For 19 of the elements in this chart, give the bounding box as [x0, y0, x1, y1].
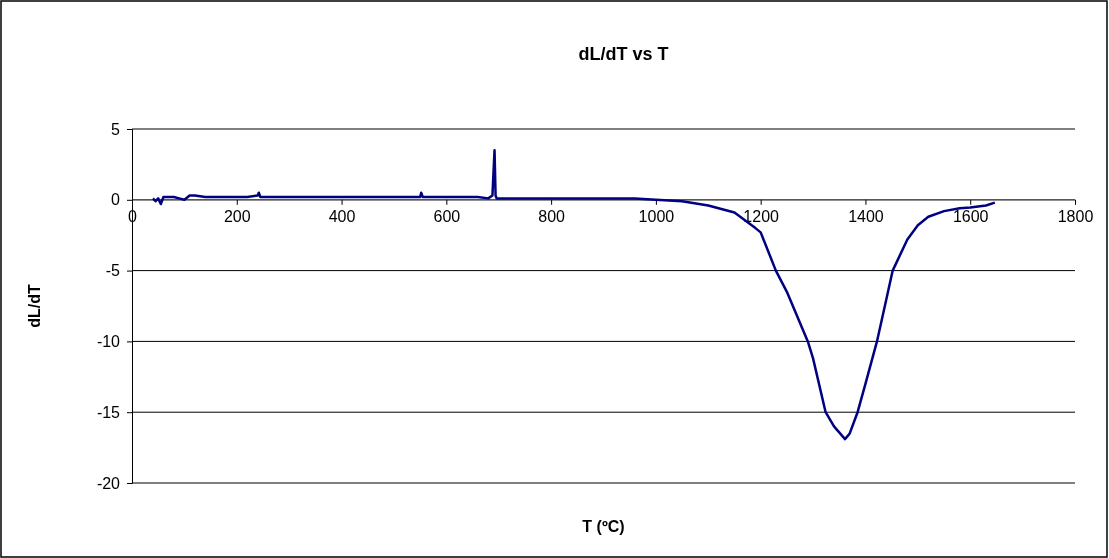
x-tick-label: 1000 — [638, 207, 675, 225]
x-axis-title: T (ºC) — [582, 518, 625, 535]
x-tick-label: 1800 — [1057, 207, 1094, 225]
x-tick-label: 800 — [538, 207, 566, 225]
x-tick-label: 1200 — [743, 207, 780, 225]
x-tick-label: 1600 — [952, 207, 989, 225]
y-tick-label: -20 — [96, 474, 121, 492]
x-tick-label: 200 — [223, 207, 251, 225]
x-tick-label: 1400 — [848, 207, 884, 225]
y-tick-label: 0 — [111, 191, 121, 209]
y-tick-label: -10 — [96, 333, 121, 351]
line-series — [151, 148, 997, 441]
y-tick-label: 5 — [111, 120, 121, 138]
x-tick-label: 400 — [328, 207, 356, 225]
x-tick-label: 600 — [433, 207, 461, 225]
y-tick-label: -5 — [105, 262, 121, 280]
y-axis-title: dL/dT — [26, 284, 43, 328]
chart-title: dL/dT vs T — [578, 44, 669, 64]
y-tick-label: -15 — [96, 403, 121, 421]
